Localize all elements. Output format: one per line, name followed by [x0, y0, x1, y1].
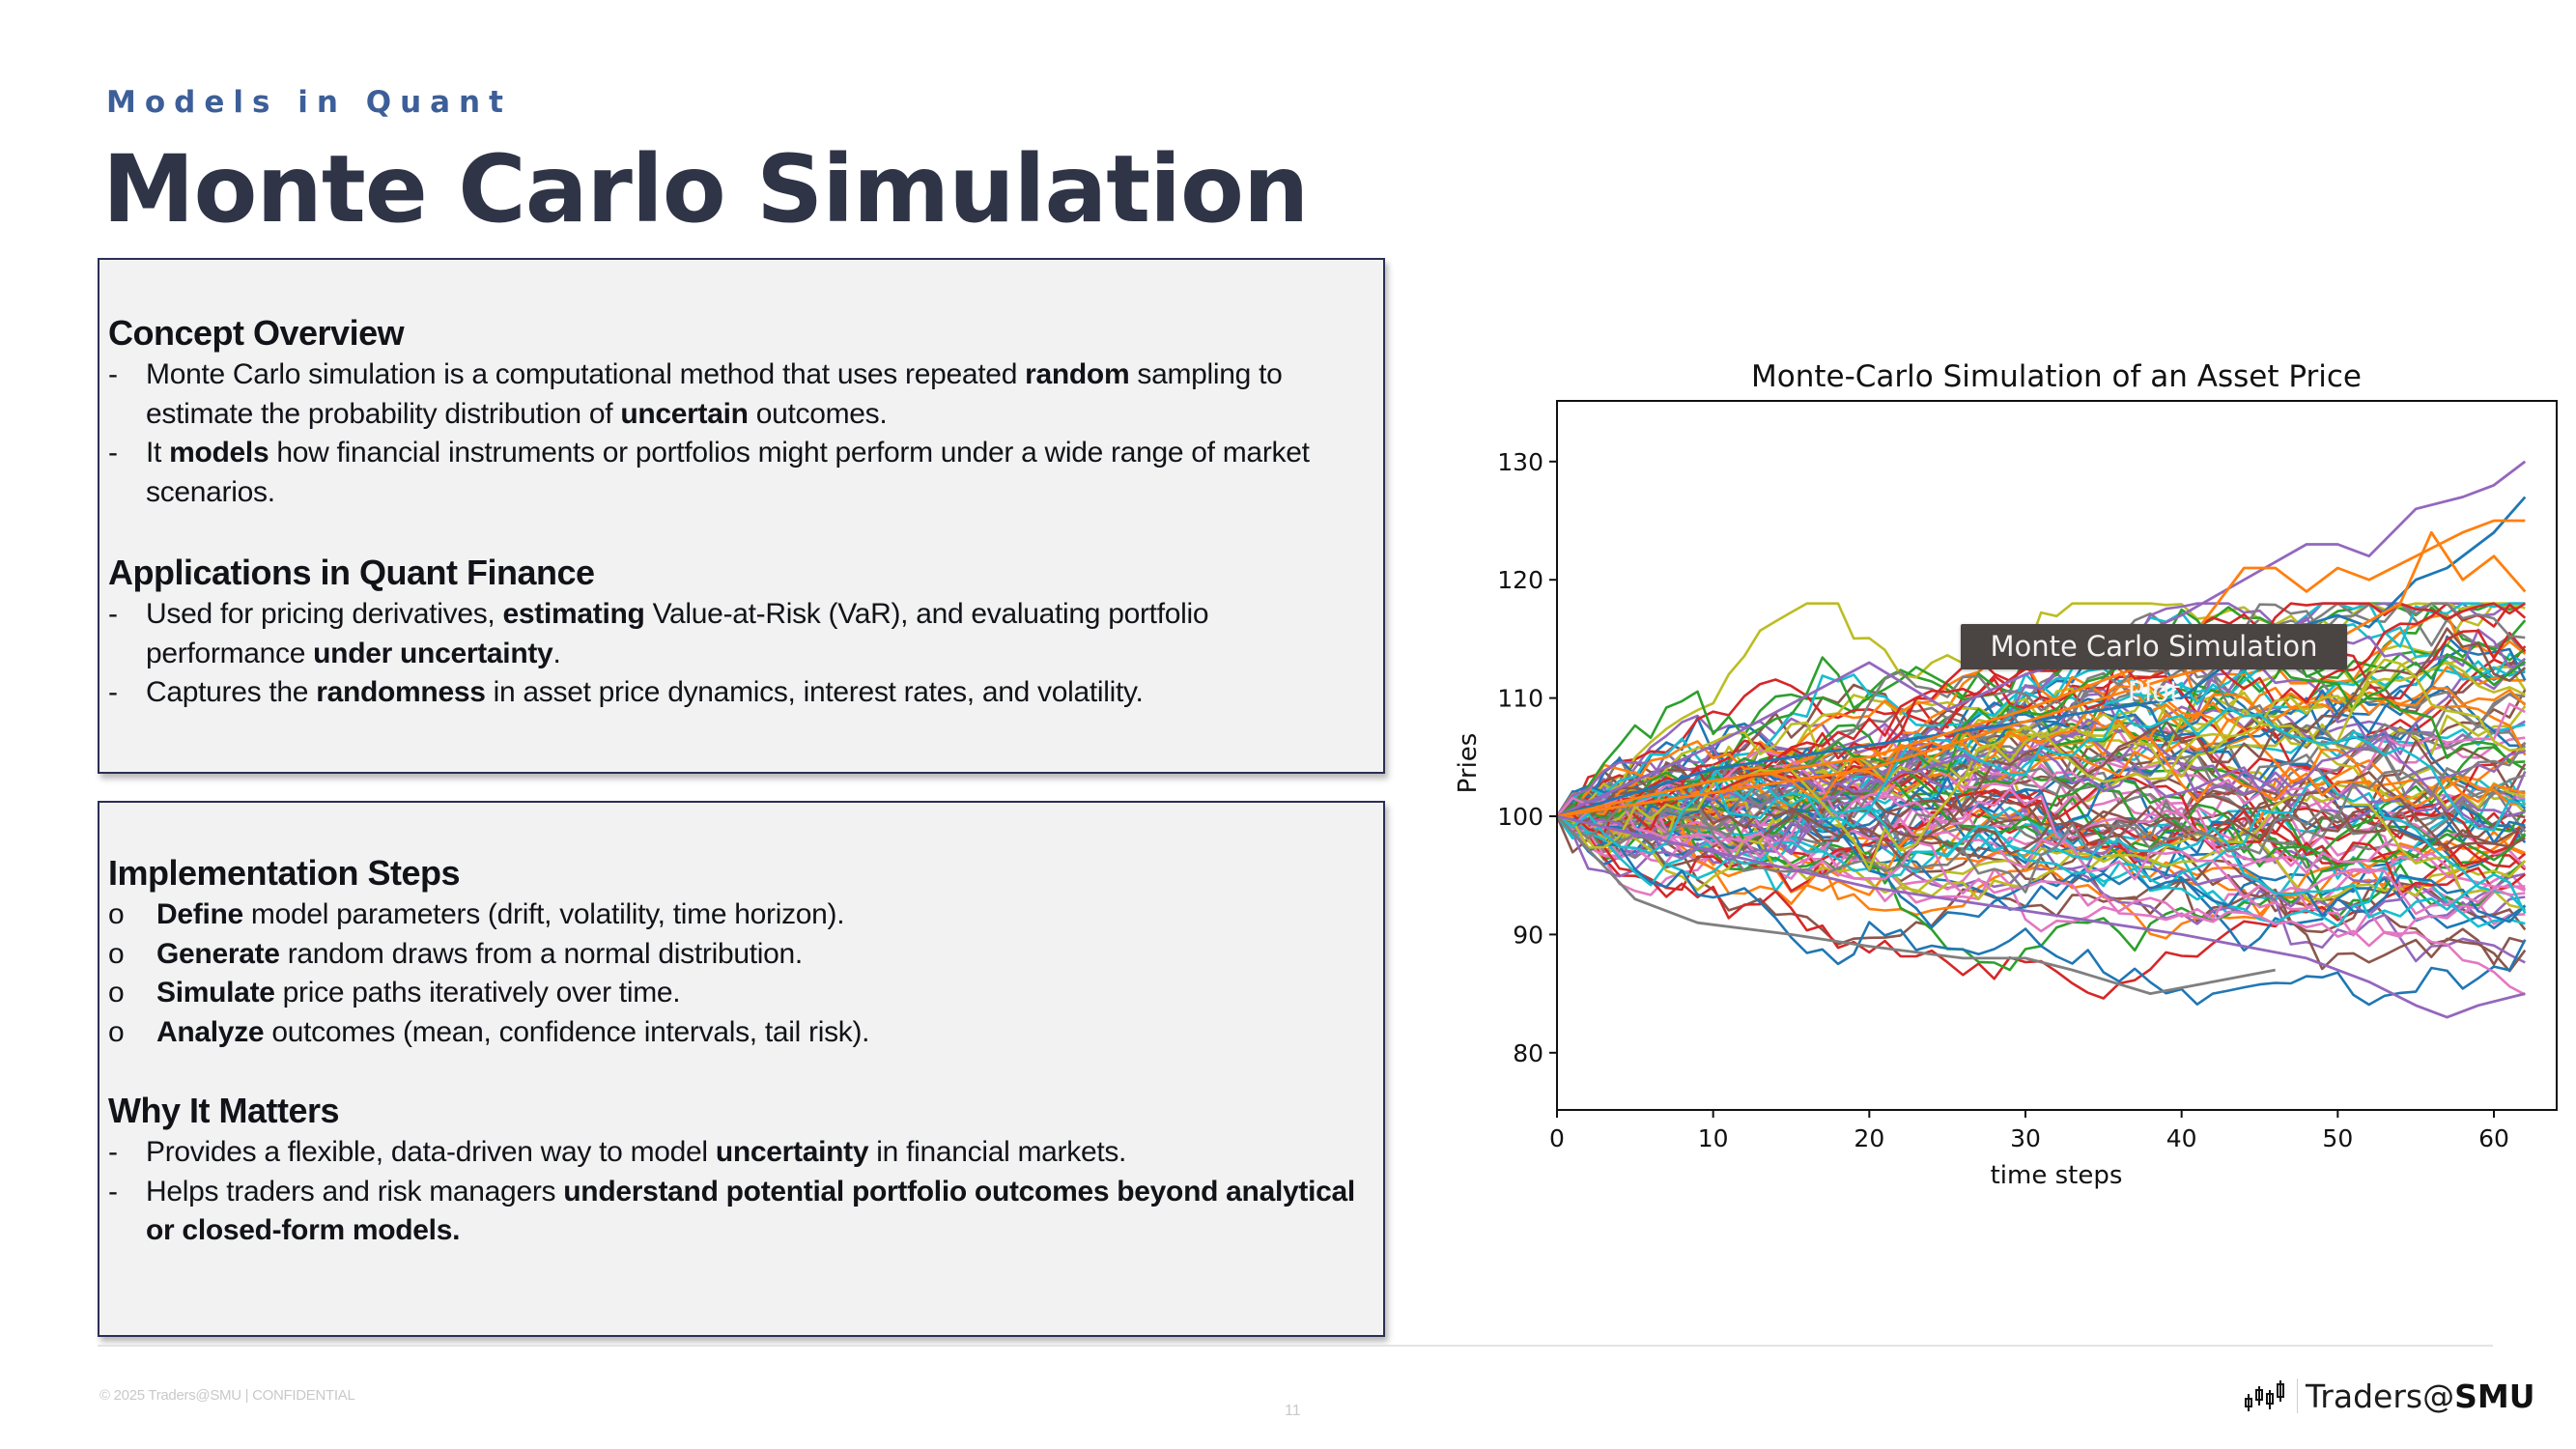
simulation-path [1556, 602, 2527, 860]
simulation-path [1556, 745, 2527, 896]
simulation-path [1556, 658, 2526, 871]
implementation-why-panel: Implementation Steps o Define model parame… [98, 801, 1385, 1337]
circle-bullet-icon: o [108, 1015, 125, 1048]
dash-bullet-icon: - [108, 676, 118, 708]
simulation-path [1556, 815, 2527, 1007]
highlighted-path-orange-reversal [1556, 530, 2527, 818]
simulation-path [1556, 602, 2526, 845]
simulation-path [1556, 710, 2526, 819]
bullet-list: - Used for pricing derivatives, estimatin… [108, 595, 1373, 713]
y-axis-label: Pries [1454, 733, 1483, 794]
bullet-list: o Define model parameters (drift, volatil… [108, 895, 1373, 1052]
simulation-path [1555, 718, 2526, 817]
svg-text:40: 40 [2166, 1124, 2197, 1152]
svg-text:50: 50 [2322, 1124, 2353, 1152]
svg-text:0: 0 [1549, 1124, 1565, 1152]
list-item: o Define model parameters (drift, volatil… [108, 895, 1373, 935]
highlighted-path-max-purple [1556, 460, 2527, 818]
circle-bullet-icon: o [108, 937, 125, 970]
simulation-path [1556, 795, 2526, 996]
simulation-path [1556, 718, 2526, 818]
brand-name-bold: SMU [2454, 1377, 2535, 1415]
list-item: - Helps traders and risk managers underst… [108, 1173, 1373, 1251]
simulation-path [1556, 741, 2527, 894]
svg-text:30: 30 [2010, 1124, 2041, 1152]
highlighted-path-min-purple [1556, 814, 2526, 1019]
section-heading: Why It Matters [108, 1091, 340, 1130]
page-title: Monte Carlo Simulation [102, 135, 1309, 243]
section-implementation-steps: Implementation Steps o Define model parame… [108, 851, 1373, 1052]
section-concept-overview: Concept Overview - Monte Carlo simulation … [108, 311, 1373, 512]
section-kicker: Models in Quant [106, 85, 512, 120]
highlighted-path-high-orange [1556, 519, 2526, 818]
list-item: - Used for pricing derivatives, estimatin… [108, 595, 1373, 673]
dash-bullet-icon: - [108, 358, 118, 390]
y-axis-ticks: 80 90 100 110 120 130 [1497, 448, 1557, 1067]
chart-title: Monte-Carlo Simulation of an Asset Price [1751, 359, 2362, 394]
footer-copyright: © 2025 Traders@SMU | CONFIDENTIAL [99, 1387, 355, 1404]
simulation-path [1556, 660, 2526, 826]
svg-text:10: 10 [1698, 1124, 1729, 1152]
dash-bullet-icon: - [108, 437, 118, 469]
monte-carlo-chart: Monte-Carlo Simulation of an Asset Price… [1454, 359, 2558, 1190]
section-applications: Applications in Quant Finance - Used for p… [108, 551, 1373, 713]
dash-bullet-icon: - [108, 598, 118, 630]
svg-text:80: 80 [1513, 1039, 1543, 1067]
circle-bullet-icon: o [108, 977, 125, 1009]
dash-bullet-icon: - [108, 1136, 118, 1168]
svg-text:100: 100 [1497, 803, 1543, 831]
bullet-list: - Provides a flexible, data-driven way to… [108, 1133, 1373, 1251]
section-heading: Concept Overview [108, 313, 405, 353]
candlestick-icon [2245, 1380, 2284, 1411]
simulation-path [1556, 602, 2526, 856]
brand-separator [2297, 1378, 2298, 1413]
page-number: 11 [1285, 1403, 1301, 1419]
simulation-path [1556, 746, 2526, 857]
section-heading: Applications in Quant Finance [108, 553, 595, 592]
svg-text:120: 120 [1497, 566, 1543, 594]
list-item: - Provides a flexible, data-driven way to… [108, 1133, 1373, 1173]
section-heading: Implementation Steps [108, 853, 461, 893]
circle-bullet-icon: o [108, 898, 125, 930]
simulation-path [1556, 702, 2526, 843]
simulation-path [1556, 786, 2526, 928]
x-axis-ticks: 0 10 20 30 40 50 60 [1549, 1110, 2509, 1152]
svg-text:60: 60 [2478, 1124, 2509, 1152]
simulation-paths [1555, 460, 2527, 1019]
simulation-path [1556, 706, 2526, 855]
bullet-list: - Monte Carlo simulation is a computation… [108, 355, 1373, 512]
section-why-it-matters: Why It Matters - Provides a flexible, data… [108, 1089, 1373, 1251]
simulation-path [1556, 666, 2526, 835]
svg-text:130: 130 [1497, 448, 1543, 476]
list-item: o Simulate price paths iteratively over t… [108, 974, 1373, 1013]
svg-text:110: 110 [1497, 685, 1543, 713]
highlighted-path-low-gray [1555, 815, 2276, 995]
chart-tooltip: Monte Carlo Simulation Plot [1961, 624, 2347, 708]
list-item: - It models how financial instruments or … [108, 434, 1373, 512]
footer-divider [98, 1345, 2493, 1347]
list-item: o Analyze outcomes (mean, confidence inte… [108, 1013, 1373, 1053]
list-item: - Captures the randomness in asset price … [108, 673, 1373, 713]
svg-text:20: 20 [1854, 1124, 1884, 1152]
brand-logo: Traders@ SMU [2243, 1372, 2535, 1420]
x-axis-label: time steps [1991, 1161, 2123, 1190]
plot-frame [1556, 400, 2558, 1111]
svg-text:90: 90 [1513, 921, 1543, 949]
concept-applications-panel: Concept Overview - Monte Carlo simulation … [98, 258, 1385, 774]
list-item: o Generate random draws from a normal dis… [108, 935, 1373, 975]
list-item: - Monte Carlo simulation is a computation… [108, 355, 1373, 434]
simulation-path [1556, 674, 2527, 821]
brand-name-light: Traders@ [2306, 1377, 2455, 1415]
simulation-path [1556, 792, 2526, 910]
dash-bullet-icon: - [108, 1175, 118, 1208]
simulation-path [1556, 797, 2527, 901]
